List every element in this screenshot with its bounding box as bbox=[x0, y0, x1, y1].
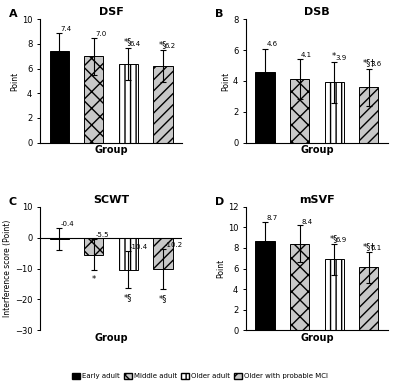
Bar bbox=[360, 268, 378, 330]
Text: 8.7: 8.7 bbox=[266, 215, 278, 222]
Bar bbox=[256, 241, 274, 330]
Text: *§: *§ bbox=[159, 40, 167, 49]
Y-axis label: Interference score (Point): Interference score (Point) bbox=[3, 220, 12, 317]
Bar bbox=[50, 51, 68, 142]
Y-axis label: Point: Point bbox=[221, 71, 230, 91]
Y-axis label: Point: Point bbox=[10, 71, 19, 91]
Text: 6.9: 6.9 bbox=[336, 237, 347, 243]
Text: 7.0: 7.0 bbox=[95, 31, 106, 37]
Text: *§: *§ bbox=[330, 234, 338, 243]
Text: -10.4: -10.4 bbox=[130, 244, 148, 250]
Bar bbox=[290, 79, 309, 142]
X-axis label: Group: Group bbox=[300, 146, 334, 156]
Text: D: D bbox=[215, 197, 224, 207]
Text: 6.4: 6.4 bbox=[130, 41, 141, 46]
Bar bbox=[325, 259, 344, 330]
Bar bbox=[256, 72, 274, 142]
Text: 6.1: 6.1 bbox=[370, 245, 382, 251]
X-axis label: Group: Group bbox=[300, 333, 334, 343]
Bar bbox=[154, 238, 172, 269]
Text: 3.6: 3.6 bbox=[370, 61, 382, 67]
Text: A: A bbox=[9, 9, 17, 19]
Bar bbox=[50, 238, 68, 239]
Text: C: C bbox=[9, 197, 17, 207]
Title: DSB: DSB bbox=[304, 7, 330, 17]
Text: 4.6: 4.6 bbox=[266, 41, 278, 47]
Text: 3.9: 3.9 bbox=[336, 55, 347, 61]
Y-axis label: Point: Point bbox=[216, 259, 225, 278]
Text: 4.1: 4.1 bbox=[301, 52, 312, 58]
Text: -10.2: -10.2 bbox=[165, 242, 183, 248]
Text: -5.5: -5.5 bbox=[96, 232, 109, 238]
Bar bbox=[290, 244, 309, 330]
Bar bbox=[154, 66, 172, 142]
Bar bbox=[360, 87, 378, 142]
Title: SCWT: SCWT bbox=[93, 195, 129, 205]
Text: *: * bbox=[92, 275, 96, 284]
Text: *: * bbox=[332, 52, 336, 61]
Text: 6.2: 6.2 bbox=[164, 43, 176, 49]
Bar bbox=[325, 83, 344, 142]
Text: 8.4: 8.4 bbox=[301, 218, 312, 225]
Text: 7.4: 7.4 bbox=[60, 26, 72, 32]
Text: *§†: *§† bbox=[363, 58, 375, 67]
Bar bbox=[84, 238, 103, 255]
Text: -0.4: -0.4 bbox=[61, 221, 74, 227]
Bar bbox=[84, 56, 103, 142]
Text: *§: *§ bbox=[159, 294, 167, 303]
Text: B: B bbox=[215, 9, 223, 19]
Title: mSVF: mSVF bbox=[299, 195, 335, 205]
Legend: Early adult, Middle adult, Older adult, Older with probable MCI: Early adult, Middle adult, Older adult, … bbox=[71, 371, 329, 381]
Text: *§†: *§† bbox=[363, 242, 375, 251]
Text: *§: *§ bbox=[124, 293, 132, 302]
Title: DSF: DSF bbox=[99, 7, 123, 17]
X-axis label: Group: Group bbox=[94, 146, 128, 156]
Bar bbox=[119, 238, 138, 270]
Text: *§: *§ bbox=[124, 37, 132, 46]
Bar bbox=[119, 64, 138, 142]
X-axis label: Group: Group bbox=[94, 333, 128, 343]
